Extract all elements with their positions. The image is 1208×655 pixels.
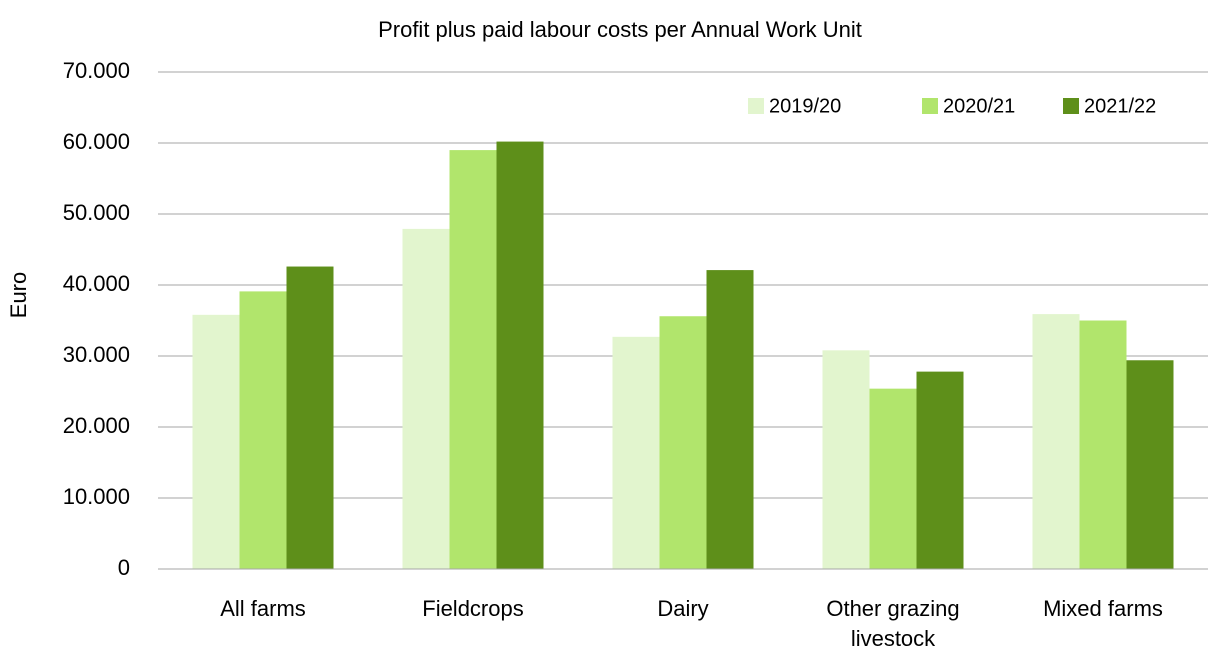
bar <box>1032 314 1080 569</box>
bar <box>706 270 754 569</box>
bar <box>496 141 544 569</box>
legend-label: 2021/22 <box>1084 95 1156 117</box>
bar <box>659 316 707 569</box>
bar <box>449 150 497 569</box>
bar <box>612 336 660 569</box>
x-tick-label: Dairy <box>657 596 709 621</box>
bar <box>286 266 334 569</box>
y-tick-label: 0 <box>118 555 130 580</box>
y-tick-label: 50.000 <box>63 200 130 225</box>
y-axis-label: Euro <box>6 272 31 318</box>
bar <box>869 388 917 569</box>
bar <box>192 314 240 569</box>
legend-swatch <box>1063 98 1079 114</box>
y-tick-label: 70.000 <box>63 58 130 83</box>
bar <box>822 350 870 569</box>
legend-label: 2020/21 <box>943 95 1015 117</box>
bar <box>1079 320 1127 569</box>
x-tick-label: Mixed farms <box>1043 596 1163 621</box>
bar <box>916 371 964 569</box>
y-tick-label: 20.000 <box>63 413 130 438</box>
bar <box>402 228 450 569</box>
legend-label: 2019/20 <box>769 95 841 117</box>
y-tick-label: 60.000 <box>63 129 130 154</box>
legend-swatch <box>748 98 764 114</box>
y-tick-label: 30.000 <box>63 342 130 367</box>
bar <box>239 291 287 569</box>
x-tick-label: All farms <box>220 596 306 621</box>
x-tick-label: Other grazing livestock <box>826 596 960 651</box>
bar <box>1126 360 1174 569</box>
chart-title: Profit plus paid labour costs per Annual… <box>378 17 862 42</box>
y-tick-label: 10.000 <box>63 484 130 509</box>
legend-swatch <box>922 98 938 114</box>
y-tick-label: 40.000 <box>63 271 130 296</box>
x-tick-label: Fieldcrops <box>422 596 524 621</box>
